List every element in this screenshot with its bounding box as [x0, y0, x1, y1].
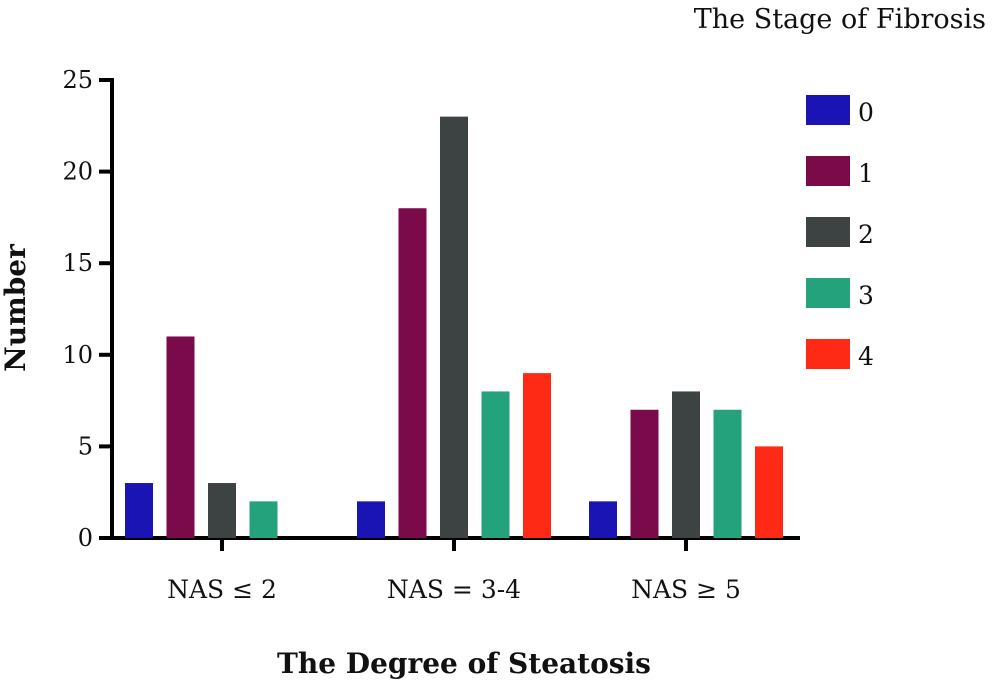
legend-label-0: 0	[858, 98, 874, 127]
bar-series-2-cat-1: NAS = 3-4 / 2: 23	[440, 116, 468, 538]
legend-swatch-1	[806, 156, 850, 186]
bar-series-0-cat-0: NAS ≤ 2 / 0: 3	[125, 483, 153, 538]
bars: NAS ≤ 2 / 0: 3 NAS ≤ 2 / 1: 11 NAS ≤ 2 / 2…	[125, 116, 783, 539]
bar-series-4-cat-1: NAS = 3-4 / 4: 9	[523, 373, 551, 538]
y-tick-label: 25	[62, 66, 93, 94]
legend: The Stage of Fibrosis 0 1 2 3 4	[694, 4, 986, 371]
x-axis: NAS ≤ 2 NAS = 3-4 NAS ≥ 5	[110, 536, 800, 604]
legend-swatch-3	[806, 278, 850, 308]
y-tick-label: 10	[62, 341, 93, 369]
y-axis: 0 5 10 15 20 25	[62, 66, 114, 552]
bar-series-3-cat-1: NAS = 3-4 / 3: 8	[481, 391, 510, 538]
bar-series-3-cat-2: NAS ≥ 5 / 3: 7	[713, 409, 742, 538]
x-axis-title: The Degree of Steatosis	[277, 647, 651, 680]
legend-label-4: 4	[858, 342, 874, 371]
bar-series-1-cat-0: NAS ≤ 2 / 1: 11	[166, 336, 195, 538]
legend-swatch-0	[806, 95, 850, 125]
x-tick-label: NAS ≤ 2	[167, 575, 277, 604]
legend-swatch-2	[806, 217, 850, 247]
x-tick-label: NAS = 3-4	[387, 575, 521, 604]
legend-label-3: 3	[858, 281, 874, 310]
y-axis-title: Number	[0, 243, 32, 372]
bar-series-0-cat-2: NAS ≥ 5 / 0: 2	[589, 501, 617, 538]
y-tick-label: 15	[62, 249, 93, 277]
legend-label-1: 1	[858, 159, 874, 188]
bar-series-1-cat-1: NAS = 3-4 / 1: 18	[398, 208, 427, 539]
bar-series-2-cat-2: NAS ≥ 5 / 2: 8	[672, 391, 700, 538]
y-tick-label: 5	[78, 432, 93, 460]
y-tick-label: 20	[62, 158, 93, 186]
y-tick-label: 0	[78, 524, 93, 552]
bar-series-3-cat-0: NAS ≤ 2 / 3: 2	[249, 501, 278, 538]
bar-series-2-cat-0: NAS ≤ 2 / 2: 3	[208, 483, 236, 538]
legend-swatch-4	[806, 339, 850, 369]
x-tick-label: NAS ≥ 5	[631, 575, 741, 604]
bar-series-4-cat-2: NAS ≥ 5 / 4: 5	[755, 446, 783, 538]
legend-label-2: 2	[858, 220, 874, 249]
bar-series-0-cat-1: NAS = 3-4 / 0: 2	[357, 501, 385, 538]
legend-title: The Stage of Fibrosis	[694, 4, 986, 35]
bar-series-1-cat-2: NAS ≥ 5 / 1: 7	[630, 409, 659, 538]
